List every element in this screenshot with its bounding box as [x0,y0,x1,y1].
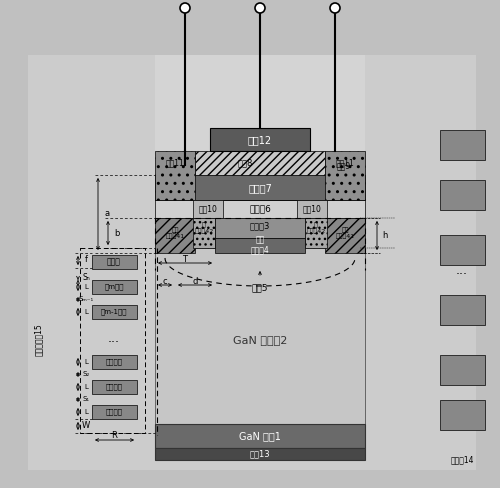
Bar [155,55,365,460]
Bar [195,151,325,175]
Bar [80,248,145,433]
Text: f: f [84,256,87,264]
Bar [155,248,365,424]
Bar [210,128,310,151]
Bar [297,200,327,218]
Text: 帽层8: 帽层8 [238,159,252,167]
Text: S₂: S₂ [82,371,89,377]
Text: 电流
阻挡层4: 电流 阻挡层4 [250,235,270,255]
Text: S₁: S₁ [82,396,89,402]
Text: 源极11: 源极11 [336,159,354,167]
Bar [440,355,485,385]
Text: 源场板: 源场板 [107,258,121,266]
Text: 第一
阻挡层41: 第一 阻挡层41 [166,227,184,239]
Text: Sₘ₋₁: Sₘ₋₁ [78,296,94,302]
Text: L: L [84,284,88,290]
Bar [155,218,195,253]
Bar [92,380,137,394]
Bar [193,218,215,248]
Text: ...: ... [456,264,468,277]
Text: b: b [114,228,119,238]
Text: L: L [84,384,88,390]
Text: L: L [84,359,88,365]
Text: 第m-1场板: 第m-1场板 [101,309,127,315]
Bar [440,130,485,160]
Text: W: W [82,422,90,430]
Text: GaN 衬底1: GaN 衬底1 [239,431,281,441]
Text: 源槽10: 源槽10 [302,204,322,214]
Bar [325,157,363,175]
Bar [440,235,485,265]
Text: 钝化层14: 钝化层14 [450,455,474,465]
Text: 源槽10: 源槽10 [198,204,218,214]
Bar [440,400,485,430]
Text: 第m场板: 第m场板 [104,284,124,290]
Bar [215,238,305,253]
Text: R: R [111,431,117,441]
Bar [325,151,365,200]
Text: 第一
阻挡层41: 第一 阻挡层41 [336,227,354,239]
Text: 台阶9: 台阶9 [337,162,351,170]
Text: 栅极12: 栅极12 [248,135,272,145]
Bar [155,151,195,200]
Circle shape [180,3,190,13]
Text: 第
阻挡层42: 第 阻挡层42 [306,222,326,234]
Bar [155,448,365,460]
Bar [440,180,485,210]
Bar [155,424,365,448]
Text: 源极11: 源极11 [166,159,184,167]
Text: d: d [192,277,198,285]
Bar [28,55,476,470]
Text: 孔径5: 孔径5 [252,284,268,292]
Bar [92,305,137,319]
Text: 第一场板: 第一场板 [106,408,122,415]
Text: ...: ... [108,331,120,345]
Text: Sₙ: Sₙ [82,272,90,282]
Text: 第三场板: 第三场板 [106,359,122,366]
Text: 复合源场板15: 复合源场板15 [34,324,42,356]
Text: T: T [182,255,188,264]
Text: L: L [84,409,88,415]
Text: c: c [162,277,168,285]
Text: 第二场板: 第二场板 [106,384,122,390]
Bar [440,295,485,325]
Circle shape [255,3,265,13]
Bar [92,355,137,369]
Bar [92,280,137,294]
Bar [92,405,137,419]
Bar [193,200,223,218]
Bar [92,255,137,269]
Bar [305,218,327,248]
Text: 孔容层3: 孔容层3 [250,222,270,230]
Text: L: L [84,309,88,315]
Text: h: h [382,230,388,240]
Text: 第
阻挡层42: 第 阻挡层42 [194,222,214,234]
Text: 沟道层6: 沟道层6 [249,204,271,214]
Text: 势垒层7: 势垒层7 [248,183,272,193]
Text: 漏极13: 漏极13 [250,449,270,459]
Bar [155,175,365,200]
Text: a: a [104,209,110,219]
Bar [215,218,305,238]
Bar [325,218,365,253]
Text: GaN 漂移层2: GaN 漂移层2 [233,335,287,345]
Circle shape [330,3,340,13]
Bar [155,200,365,218]
